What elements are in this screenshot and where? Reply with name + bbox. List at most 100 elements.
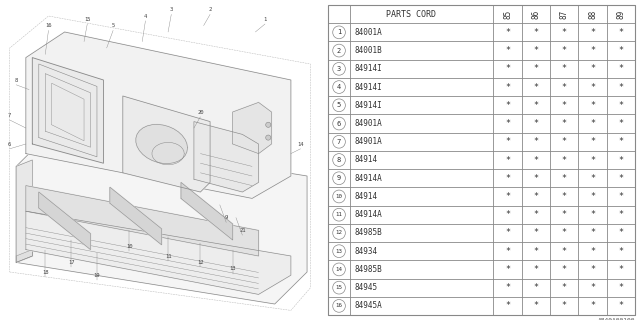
Text: *: * — [534, 210, 538, 219]
Text: *: * — [562, 192, 567, 201]
Text: *: * — [618, 83, 623, 92]
Text: *: * — [590, 119, 595, 128]
Polygon shape — [233, 102, 271, 154]
Text: 88: 88 — [588, 10, 597, 19]
Text: *: * — [534, 247, 538, 256]
Text: 84914I: 84914I — [355, 64, 383, 73]
Text: *: * — [534, 301, 538, 310]
Polygon shape — [26, 211, 291, 294]
Text: 3: 3 — [337, 66, 341, 72]
Text: *: * — [534, 192, 538, 201]
Text: *: * — [562, 119, 567, 128]
Text: *: * — [562, 28, 567, 37]
Text: *: * — [562, 101, 567, 110]
Text: *: * — [618, 101, 623, 110]
Polygon shape — [16, 134, 307, 304]
Text: *: * — [534, 283, 538, 292]
Text: *: * — [505, 83, 510, 92]
Text: *: * — [618, 28, 623, 37]
Text: *: * — [562, 283, 567, 292]
Polygon shape — [26, 32, 291, 198]
Text: 16: 16 — [45, 23, 52, 28]
Text: *: * — [505, 28, 510, 37]
Text: *: * — [618, 46, 623, 55]
Text: 15: 15 — [84, 17, 90, 22]
Text: *: * — [534, 228, 538, 237]
Text: *: * — [505, 137, 510, 146]
Text: *: * — [618, 192, 623, 201]
Text: 84934: 84934 — [355, 247, 378, 256]
Text: *: * — [590, 28, 595, 37]
Text: 11: 11 — [335, 212, 342, 217]
Text: 12: 12 — [197, 260, 204, 265]
Text: *: * — [562, 64, 567, 73]
Text: 4: 4 — [337, 84, 341, 90]
Text: *: * — [618, 301, 623, 310]
Text: *: * — [505, 301, 510, 310]
Text: *: * — [618, 174, 623, 183]
Text: *: * — [505, 119, 510, 128]
Text: *: * — [562, 210, 567, 219]
Text: 12: 12 — [335, 230, 342, 236]
Text: 1: 1 — [337, 29, 341, 35]
Text: 84901A: 84901A — [355, 119, 383, 128]
Text: *: * — [590, 228, 595, 237]
Text: *: * — [562, 228, 567, 237]
Text: *: * — [505, 174, 510, 183]
Text: 13: 13 — [230, 266, 236, 271]
Polygon shape — [26, 186, 259, 256]
Text: *: * — [562, 174, 567, 183]
Text: 7: 7 — [337, 139, 341, 145]
Text: 16: 16 — [335, 303, 342, 308]
Text: *: * — [590, 64, 595, 73]
Text: *: * — [534, 137, 538, 146]
Text: *: * — [618, 64, 623, 73]
Text: *: * — [590, 101, 595, 110]
Text: *: * — [590, 283, 595, 292]
Text: *: * — [590, 83, 595, 92]
Polygon shape — [123, 96, 210, 192]
Text: *: * — [534, 156, 538, 164]
Text: 84985B: 84985B — [355, 265, 383, 274]
Text: *: * — [534, 83, 538, 92]
Text: 20: 20 — [197, 109, 204, 115]
Text: 84914A: 84914A — [355, 210, 383, 219]
Text: *: * — [562, 137, 567, 146]
Text: *: * — [505, 46, 510, 55]
Text: *: * — [562, 46, 567, 55]
Text: *: * — [562, 247, 567, 256]
Text: 18: 18 — [42, 269, 49, 275]
Text: 5: 5 — [111, 23, 115, 28]
Text: *: * — [505, 265, 510, 274]
Text: *: * — [590, 247, 595, 256]
Text: *: * — [590, 301, 595, 310]
Text: *: * — [590, 156, 595, 164]
Text: 84945A: 84945A — [355, 301, 383, 310]
Text: *: * — [534, 119, 538, 128]
Text: 84945: 84945 — [355, 283, 378, 292]
Text: *: * — [562, 301, 567, 310]
Polygon shape — [39, 192, 90, 250]
Text: *: * — [618, 119, 623, 128]
Text: 15: 15 — [335, 285, 342, 290]
Text: *: * — [590, 192, 595, 201]
Text: 7: 7 — [8, 113, 12, 118]
Text: *: * — [618, 265, 623, 274]
Text: A840A00100: A840A00100 — [598, 318, 635, 320]
Text: 14: 14 — [298, 141, 304, 147]
Text: 13: 13 — [335, 249, 342, 254]
Text: 6: 6 — [337, 121, 341, 126]
Text: *: * — [590, 137, 595, 146]
Text: *: * — [590, 210, 595, 219]
Circle shape — [266, 135, 271, 140]
Text: *: * — [534, 28, 538, 37]
Text: 89: 89 — [616, 10, 625, 19]
Text: 9: 9 — [337, 175, 341, 181]
Text: *: * — [590, 174, 595, 183]
Text: 8: 8 — [337, 157, 341, 163]
Text: 10: 10 — [335, 194, 342, 199]
Text: 11: 11 — [165, 253, 172, 259]
Text: *: * — [505, 283, 510, 292]
Text: *: * — [618, 210, 623, 219]
Text: *: * — [562, 156, 567, 164]
